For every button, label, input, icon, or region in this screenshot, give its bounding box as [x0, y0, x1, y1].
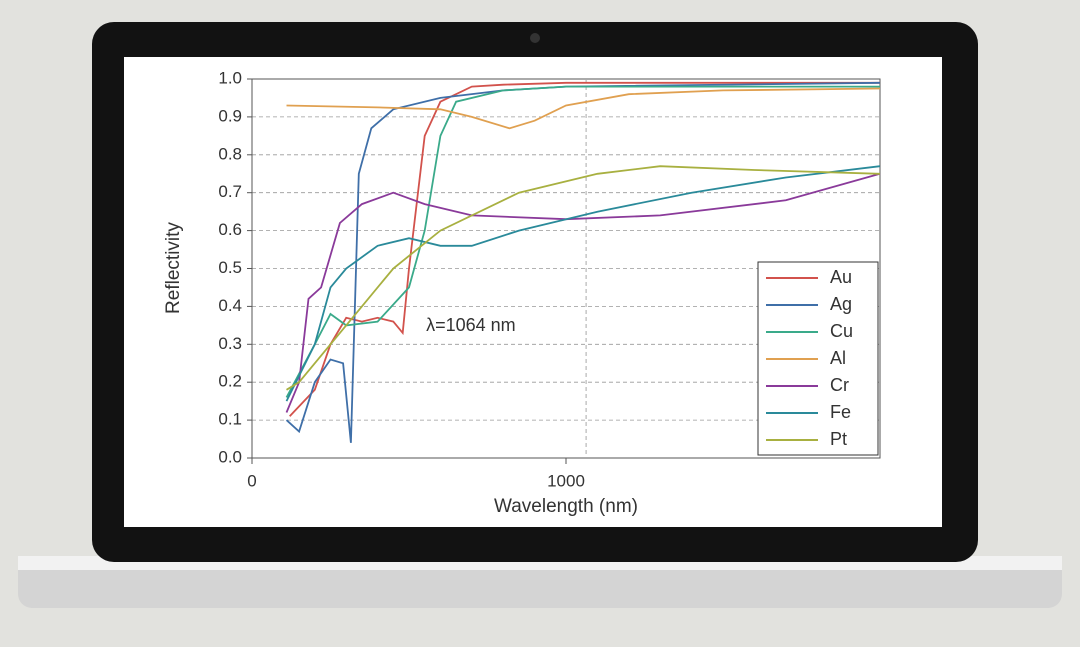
- legend-label: Fe: [830, 402, 851, 422]
- y-tick-label: 0.2: [218, 372, 242, 391]
- y-tick-label: 0.8: [218, 144, 242, 163]
- legend-label: Pt: [830, 429, 847, 449]
- series-line: [289, 81, 880, 417]
- x-tick-label: 0: [247, 471, 256, 490]
- series-line: [285, 85, 880, 398]
- x-tick-label: 1000: [547, 471, 585, 490]
- plot-frame: [251, 78, 881, 459]
- y-tick-label: 0.9: [218, 106, 242, 125]
- legend-label: Ag: [830, 294, 852, 314]
- legend-label: Au: [830, 267, 852, 287]
- y-tick-label: 0.5: [218, 258, 242, 277]
- y-tick-label: 1.0: [218, 68, 242, 87]
- y-tick-label: 0.0: [218, 447, 242, 466]
- series-line: [286, 165, 881, 391]
- y-tick-label: 0.7: [218, 182, 242, 201]
- y-axis-label: Reflectivity: [163, 222, 184, 314]
- y-tick-label: 0.6: [218, 220, 242, 239]
- series-line: [285, 172, 881, 413]
- y-tick-label: 0.1: [218, 410, 242, 429]
- reference-label: λ=1064 nm: [426, 315, 516, 335]
- series-line: [286, 87, 881, 130]
- camera: [530, 33, 540, 43]
- x-axis-label: Wavelength (nm): [494, 496, 638, 517]
- y-tick-label: 0.4: [218, 296, 242, 315]
- legend-label: Cr: [830, 375, 849, 395]
- legend-label: Cu: [830, 321, 853, 341]
- series-line: [285, 165, 881, 402]
- legend-label: Al: [830, 348, 846, 368]
- y-tick-label: 0.3: [218, 334, 242, 353]
- chart: Wavelength (nm) Reflectivity 0.0 0.1 0.2 0.…: [163, 68, 881, 517]
